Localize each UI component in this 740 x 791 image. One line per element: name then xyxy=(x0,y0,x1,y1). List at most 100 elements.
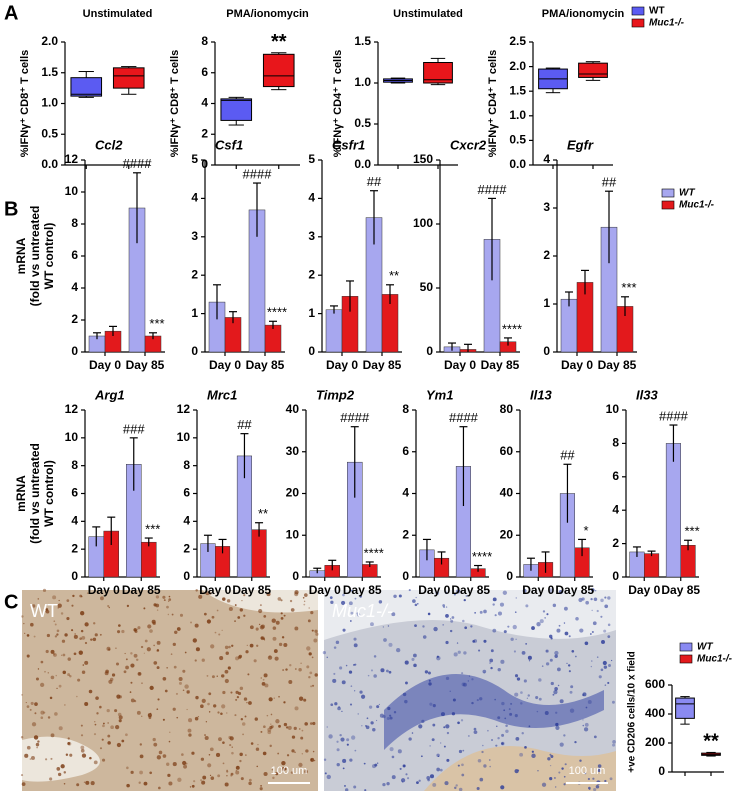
cell xyxy=(436,767,441,772)
cell xyxy=(56,767,61,771)
y-axis-label: +ve CD206 cells/10 x field xyxy=(627,651,638,772)
cell xyxy=(445,676,450,681)
cell xyxy=(50,733,55,738)
cell xyxy=(354,690,356,692)
cell xyxy=(349,703,353,706)
cell xyxy=(241,722,246,726)
cell xyxy=(244,715,247,718)
cell xyxy=(593,787,597,791)
cell xyxy=(208,591,212,595)
y-tick-label: 6 xyxy=(71,486,78,500)
significance: **** xyxy=(472,549,492,564)
cell xyxy=(473,639,478,643)
x-tick-label: Day 0 xyxy=(418,583,450,597)
cell xyxy=(568,670,571,673)
cell xyxy=(445,614,449,618)
cell xyxy=(254,717,258,721)
x-tick-label: Day 0 xyxy=(326,358,358,372)
cell xyxy=(306,665,310,669)
cell xyxy=(539,594,542,597)
y-tick-label: 0 xyxy=(71,344,78,358)
y-tick-label: 8 xyxy=(402,402,409,416)
cell xyxy=(346,738,350,742)
cell xyxy=(231,751,234,755)
cell xyxy=(422,635,427,639)
cell xyxy=(162,676,167,681)
cell xyxy=(443,606,445,608)
cell xyxy=(457,721,460,725)
cell xyxy=(61,639,66,643)
x-tick-label: Day 85 xyxy=(661,583,700,597)
cell xyxy=(208,692,212,696)
cell xyxy=(133,628,137,632)
cell xyxy=(227,666,231,670)
cell xyxy=(211,615,215,619)
cell xyxy=(433,626,438,632)
cell xyxy=(67,742,71,745)
cell xyxy=(339,733,342,737)
cell xyxy=(126,766,129,770)
cell xyxy=(167,773,171,777)
cell xyxy=(173,665,177,669)
cell xyxy=(417,603,419,605)
cell xyxy=(277,597,282,601)
legend-swatch xyxy=(661,200,675,210)
cell xyxy=(192,638,197,643)
y-tick-label: 6 xyxy=(612,469,619,483)
cell xyxy=(427,778,430,782)
cell xyxy=(386,669,389,673)
cell xyxy=(281,760,286,766)
cell xyxy=(37,740,40,743)
cell xyxy=(356,613,361,617)
y-tick-label: 8 xyxy=(201,34,208,48)
cell xyxy=(136,710,141,715)
cell xyxy=(375,719,378,722)
cell xyxy=(308,675,311,679)
cell xyxy=(341,600,346,605)
cell xyxy=(563,775,566,778)
cell xyxy=(471,678,474,681)
cell xyxy=(588,786,591,790)
cell xyxy=(189,786,192,788)
cell xyxy=(222,741,225,744)
cell xyxy=(267,730,272,735)
cell xyxy=(111,673,116,677)
cell xyxy=(571,649,575,653)
cell xyxy=(185,762,188,765)
cell xyxy=(101,738,104,741)
cell xyxy=(387,706,391,711)
cell xyxy=(268,697,273,702)
y-tick-label: 0.5 xyxy=(509,133,526,147)
y-tick-label: 1.5 xyxy=(41,65,58,79)
cell xyxy=(422,625,425,628)
cell xyxy=(315,632,319,636)
y-tick-label: 60 xyxy=(500,444,514,458)
cell xyxy=(30,622,34,627)
cell xyxy=(584,641,589,646)
cell xyxy=(465,594,468,597)
cell xyxy=(219,656,224,661)
cell xyxy=(416,781,419,785)
cell xyxy=(50,675,55,680)
significance: **** xyxy=(502,321,522,336)
cell xyxy=(80,629,84,633)
cell xyxy=(79,637,82,640)
cell xyxy=(211,675,215,679)
cell xyxy=(278,642,283,647)
cell xyxy=(171,613,174,616)
cell xyxy=(609,777,613,781)
cell xyxy=(62,653,66,657)
image-label: Muc1-/- xyxy=(332,601,393,621)
cell xyxy=(125,733,128,737)
cell xyxy=(261,681,266,686)
cell xyxy=(241,599,243,602)
cell xyxy=(399,767,402,770)
cell xyxy=(71,604,74,607)
cell xyxy=(257,743,259,746)
cell xyxy=(240,777,244,781)
cell xyxy=(163,599,166,602)
cell xyxy=(81,635,86,640)
cell xyxy=(69,753,73,757)
cell xyxy=(592,621,597,626)
cell xyxy=(44,670,46,673)
